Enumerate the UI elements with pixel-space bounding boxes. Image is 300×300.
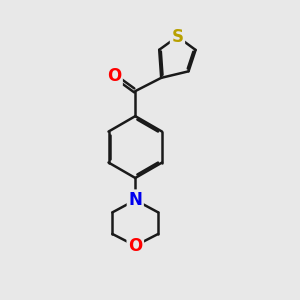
Text: N: N (128, 191, 142, 209)
Text: O: O (107, 67, 121, 85)
Text: O: O (128, 237, 142, 255)
Text: S: S (172, 28, 184, 46)
